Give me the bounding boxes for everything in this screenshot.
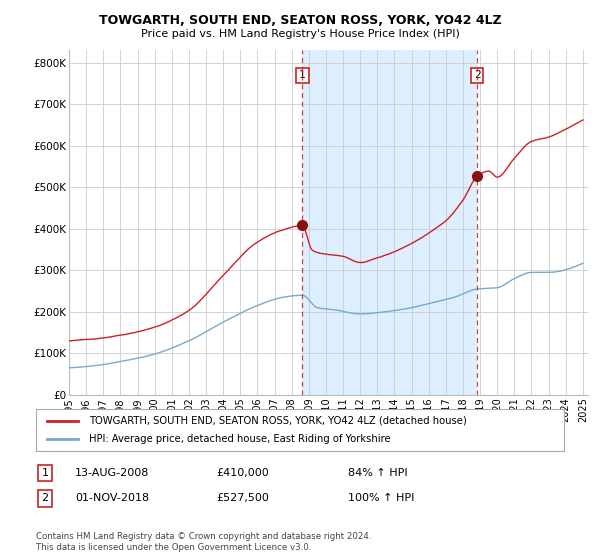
Text: £410,000: £410,000 [216,468,269,478]
Text: TOWGARTH, SOUTH END, SEATON ROSS, YORK, YO42 4LZ: TOWGARTH, SOUTH END, SEATON ROSS, YORK, … [98,14,502,27]
Text: 01-NOV-2018: 01-NOV-2018 [75,493,149,503]
Text: Contains HM Land Registry data © Crown copyright and database right 2024.
This d: Contains HM Land Registry data © Crown c… [36,532,371,552]
Text: 84% ↑ HPI: 84% ↑ HPI [348,468,407,478]
Bar [302,50,477,395]
Text: 2: 2 [474,71,481,80]
Text: 2: 2 [41,493,49,503]
Text: TOWGARTH, SOUTH END, SEATON ROSS, YORK, YO42 4LZ (detached house): TOWGARTH, SOUTH END, SEATON ROSS, YORK, … [89,416,467,426]
Text: £527,500: £527,500 [216,493,269,503]
Text: 100% ↑ HPI: 100% ↑ HPI [348,493,415,503]
Text: HPI: Average price, detached house, East Riding of Yorkshire: HPI: Average price, detached house, East… [89,434,391,444]
Text: 1: 1 [299,71,306,80]
Text: Price paid vs. HM Land Registry's House Price Index (HPI): Price paid vs. HM Land Registry's House … [140,29,460,39]
Text: 13-AUG-2008: 13-AUG-2008 [75,468,149,478]
Text: 1: 1 [41,468,49,478]
